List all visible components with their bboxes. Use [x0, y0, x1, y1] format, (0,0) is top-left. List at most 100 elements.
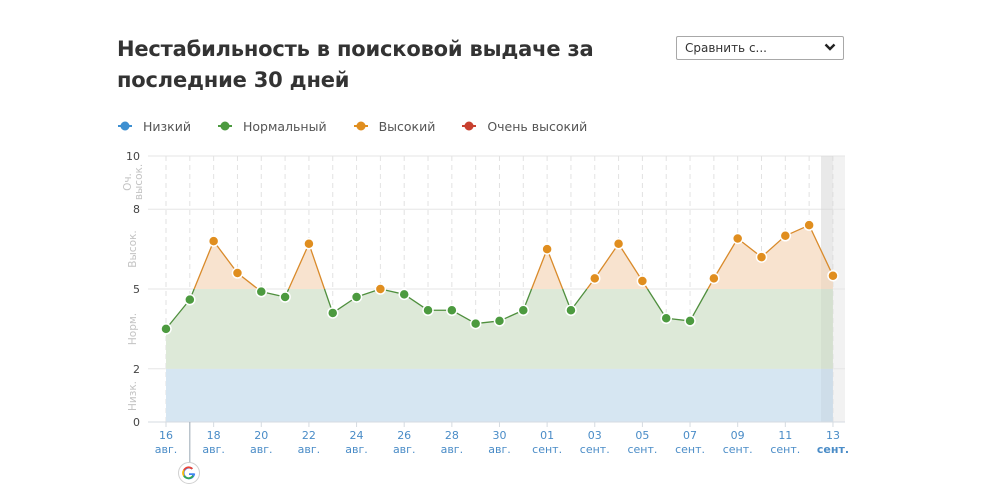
- x-tick-label-day: 01: [540, 429, 554, 442]
- data-point[interactable]: [160, 323, 172, 335]
- x-tick-label-day: 16: [159, 429, 173, 442]
- data-point[interactable]: [803, 219, 815, 231]
- google-update-marker[interactable]: [178, 462, 200, 484]
- x-tick-label-month: авг.: [202, 443, 225, 456]
- data-point[interactable]: [279, 291, 291, 303]
- series-line: [165, 299, 191, 330]
- x-tick-label-day: 30: [492, 429, 506, 442]
- x-tick-label-month: авг.: [393, 443, 416, 456]
- legend-item-normal[interactable]: Нормальный: [217, 118, 327, 134]
- data-point[interactable]: [589, 272, 601, 285]
- legend-item-very-high[interactable]: Очень высокий: [461, 118, 587, 134]
- data-point[interactable]: [779, 230, 792, 242]
- series-line: [530, 248, 548, 290]
- data-point[interactable]: [660, 312, 672, 325]
- legend-label: Очень высокий: [487, 118, 588, 134]
- x-tick-label-day: 22: [302, 429, 316, 442]
- chart-legend: Низкий Нормальный Высокий Очень высокий: [117, 118, 613, 134]
- series-line: [594, 243, 620, 279]
- x-tick-label-month: авг.: [250, 443, 273, 456]
- x-tick-label-month: сент.: [770, 443, 800, 456]
- x-tick-label-day: 09: [731, 429, 745, 442]
- x-tick-label-month: авг.: [441, 443, 464, 456]
- zone-label: Высок.: [127, 230, 139, 267]
- legend-item-high[interactable]: Высокий: [353, 118, 436, 134]
- data-point[interactable]: [374, 283, 387, 295]
- data-point[interactable]: [827, 269, 839, 282]
- x-tick-label-month: авг.: [155, 443, 178, 456]
- x-tick-label-month: авг.: [298, 443, 321, 456]
- zone-label: Норм.: [127, 313, 139, 345]
- series-line: [308, 243, 326, 290]
- data-point[interactable]: [303, 238, 315, 250]
- x-tick-label-month: сент.: [817, 443, 849, 456]
- x-tick-label-day: 03: [588, 429, 602, 442]
- series-line: [646, 288, 667, 319]
- series-line: [213, 240, 238, 274]
- data-point[interactable]: [565, 304, 577, 317]
- chevron-down-icon: [824, 43, 836, 51]
- data-point[interactable]: [612, 238, 625, 250]
- x-tick-label-month: сент.: [627, 443, 657, 456]
- zone-label: Оч.: [122, 173, 134, 191]
- y-tick-label: 10: [126, 150, 140, 163]
- data-point[interactable]: [755, 251, 768, 263]
- x-tick-label-month: сент.: [675, 443, 705, 456]
- data-point[interactable]: [326, 307, 339, 319]
- y-tick-label: 2: [133, 363, 140, 376]
- series-line: [288, 243, 310, 290]
- x-tick-label-day: 07: [683, 429, 697, 442]
- data-point[interactable]: [493, 315, 506, 327]
- legend-marker-icon: [462, 121, 477, 131]
- data-point[interactable]: [708, 272, 720, 285]
- legend-label: Нормальный: [242, 118, 327, 134]
- data-point[interactable]: [255, 285, 268, 298]
- data-point[interactable]: [184, 293, 196, 306]
- legend-marker-icon: [217, 121, 232, 131]
- highlighted-day-overlay: [821, 156, 833, 422]
- legend-item-low[interactable]: Низкий: [117, 118, 191, 134]
- series-line: [546, 248, 564, 290]
- x-tick-label-month: авг.: [488, 443, 511, 456]
- legend-marker-icon: [118, 121, 132, 131]
- y-tick-label: 0: [133, 416, 140, 429]
- zone-label: Низк.: [127, 381, 139, 411]
- google-icon: [182, 466, 196, 480]
- data-point[interactable]: [541, 243, 553, 255]
- x-tick-label-day: 24: [350, 429, 364, 442]
- x-tick-label-day: 05: [635, 429, 649, 442]
- x-tick-label-day: 26: [397, 429, 411, 442]
- x-tick-label-day: 18: [207, 429, 221, 442]
- data-point[interactable]: [422, 304, 434, 317]
- data-point[interactable]: [731, 232, 744, 245]
- data-point[interactable]: [350, 291, 363, 303]
- series-line: [713, 238, 739, 279]
- data-point[interactable]: [684, 315, 696, 327]
- data-point[interactable]: [636, 275, 649, 287]
- x-tick-label-month: сент.: [532, 443, 562, 456]
- legend-label: Низкий: [143, 118, 191, 134]
- data-point[interactable]: [231, 267, 244, 279]
- x-tick-label-day: 11: [778, 429, 792, 442]
- x-tick-label-day: 20: [254, 429, 268, 442]
- series-line: [808, 224, 834, 276]
- series-line: [689, 288, 709, 322]
- legend-label: Высокий: [378, 118, 436, 134]
- legend-marker-icon: [353, 121, 368, 131]
- x-tick-label-month: сент.: [723, 443, 753, 456]
- x-tick-label-month: авг.: [345, 443, 368, 456]
- data-point[interactable]: [446, 304, 458, 317]
- x-tick-label-month: сент.: [580, 443, 610, 456]
- data-point[interactable]: [207, 235, 220, 247]
- series-line: [618, 243, 643, 282]
- compare-dropdown[interactable]: Сравнить с...: [676, 36, 844, 60]
- compare-dropdown-value: Сравнить с...: [685, 41, 767, 55]
- zone-label: высок.: [133, 164, 145, 200]
- data-point[interactable]: [469, 317, 482, 330]
- page-title: Нестабильность в поисковой выдаче за пос…: [117, 37, 594, 92]
- data-point[interactable]: [517, 304, 530, 317]
- y-tick-label: 5: [133, 283, 140, 296]
- data-point[interactable]: [398, 288, 410, 301]
- y-tick-label: 8: [133, 203, 140, 216]
